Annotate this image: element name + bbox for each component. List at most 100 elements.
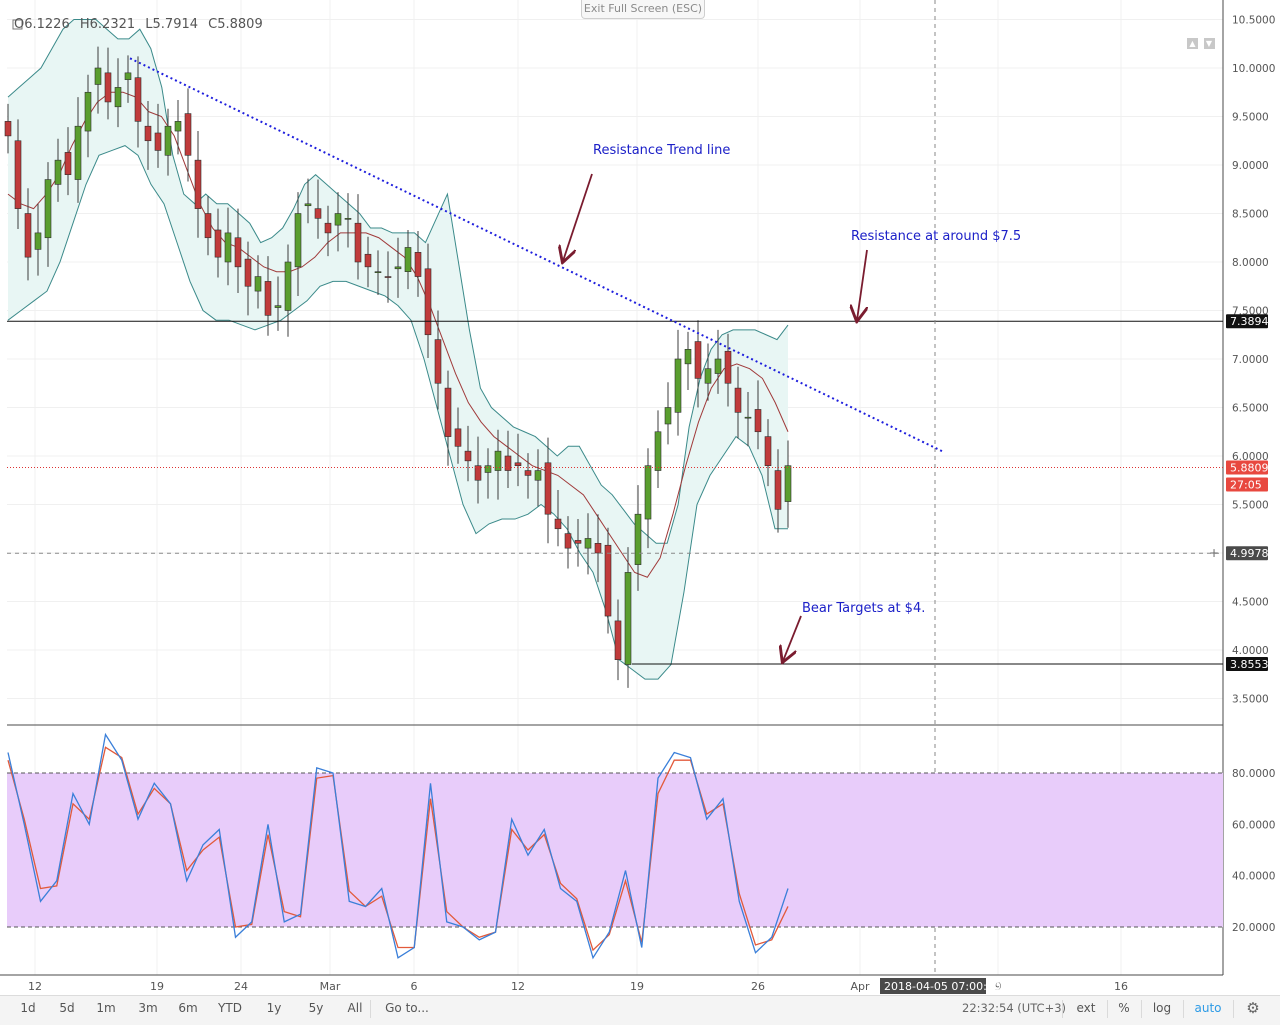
time-tick-label: Apr bbox=[850, 980, 870, 993]
candlestick-series bbox=[4, 46, 792, 688]
legend-settings-icon bbox=[12, 19, 23, 30]
candle-body bbox=[294, 213, 302, 268]
candle-body bbox=[674, 358, 682, 413]
time-tick-label: 12 bbox=[511, 980, 525, 993]
arrow-resistance bbox=[857, 249, 867, 320]
candle-body bbox=[654, 431, 662, 471]
price-tick-label: 8.0000 bbox=[1232, 257, 1269, 269]
candle-body bbox=[304, 203, 312, 207]
candle-body bbox=[754, 409, 762, 433]
candle-body bbox=[214, 229, 222, 258]
candle-body bbox=[204, 213, 212, 239]
time-tick-label: 12 bbox=[28, 980, 42, 993]
candle-body bbox=[484, 465, 492, 473]
bottom-toolbar: 1d 5d 1m 3m 6m YTD 1y 5y All Go to... 22:32:54 (… bbox=[0, 995, 1280, 1025]
candle-body bbox=[644, 465, 652, 520]
candle-body bbox=[574, 540, 582, 544]
range-button-5d[interactable]: 5d bbox=[59, 1001, 75, 1015]
candle-body bbox=[334, 213, 342, 226]
price-tick-label: 10.0000 bbox=[1232, 63, 1275, 75]
time-tick-label: 19 bbox=[150, 980, 164, 993]
candle-body bbox=[354, 222, 362, 263]
countdown-label-box bbox=[1226, 477, 1268, 492]
support-price-label: 3.8553 bbox=[1230, 658, 1269, 671]
candle-body bbox=[134, 77, 142, 122]
ohlc-close: C5.8809 bbox=[208, 17, 263, 32]
range-button-1y[interactable]: 1y bbox=[266, 1001, 282, 1015]
candle-body bbox=[624, 572, 632, 665]
range-button-3m[interactable]: 3m bbox=[138, 1001, 158, 1015]
candle-body bbox=[164, 125, 172, 156]
candle-body bbox=[14, 140, 22, 209]
price-tick-label: 4.5000 bbox=[1232, 597, 1269, 609]
bollinger-upper bbox=[7, 19, 789, 544]
candle-body bbox=[444, 387, 452, 437]
clock: 22:32:54 (UTC+3) bbox=[962, 1001, 1067, 1015]
candle-body bbox=[274, 305, 282, 308]
range-button-ytd[interactable]: YTD bbox=[218, 1001, 242, 1015]
candle-body bbox=[404, 247, 412, 272]
up-arrow-icon[interactable]: ▲ bbox=[1187, 38, 1198, 49]
candle-body bbox=[614, 620, 622, 661]
bollinger-lower bbox=[7, 145, 788, 680]
range-button-6m[interactable]: 6m bbox=[178, 1001, 198, 1015]
candle-body bbox=[254, 276, 262, 292]
candle-body bbox=[384, 276, 392, 278]
gear-icon[interactable]: ⚙ bbox=[1246, 999, 1260, 1017]
candle-body bbox=[124, 72, 132, 80]
last-price-label: 5.8809 bbox=[1230, 462, 1269, 475]
ohlc-legend: O6.1226 H6.2321 L5.7914 C5.8809 bbox=[14, 17, 269, 32]
candle-body bbox=[94, 67, 102, 85]
stoch-tick-label: 40.0000 bbox=[1232, 871, 1275, 883]
range-button-1d[interactable]: 1d bbox=[20, 1001, 36, 1015]
annotation-bear: Bear Targets at $4. bbox=[802, 601, 925, 616]
candle-body bbox=[4, 121, 12, 137]
price-tick-label: 5.5000 bbox=[1232, 500, 1269, 512]
candle-body bbox=[114, 87, 122, 108]
time-tick-label: 26 bbox=[751, 980, 765, 993]
stochastic-pane bbox=[7, 732, 1223, 960]
resistance-price-label-box bbox=[1226, 314, 1268, 329]
candle-body bbox=[234, 237, 242, 268]
range-button-5y[interactable]: 5y bbox=[308, 1001, 324, 1015]
candle-body bbox=[524, 470, 532, 476]
plus-icon: + bbox=[1209, 546, 1219, 560]
log-toggle[interactable]: log bbox=[1152, 1001, 1172, 1015]
time-tick-label: 24 bbox=[234, 980, 248, 993]
goto-button[interactable]: Go to... bbox=[385, 1001, 429, 1015]
candle-body bbox=[344, 218, 352, 220]
time-tick-label: 9 bbox=[995, 980, 1002, 993]
candle-body bbox=[454, 428, 462, 447]
range-button-1m[interactable]: 1m bbox=[96, 1001, 116, 1015]
annotation-resistance: Resistance at around $7.5 bbox=[851, 229, 1021, 244]
arrow-trend bbox=[563, 173, 593, 261]
stoch-band bbox=[7, 773, 1223, 927]
candle-body bbox=[144, 125, 152, 142]
range-button-all[interactable]: All bbox=[347, 1001, 363, 1015]
auto-toggle[interactable]: auto bbox=[1194, 1001, 1222, 1015]
time-tick-label: Mar bbox=[320, 980, 341, 993]
candle-body bbox=[704, 368, 712, 384]
stoch-d-line bbox=[7, 746, 789, 952]
crosshair-price-label: 4.9978 bbox=[1230, 547, 1269, 560]
bollinger-fill bbox=[8, 19, 788, 680]
down-arrow-icon[interactable]: ▼ bbox=[1203, 38, 1215, 49]
arrow-bear bbox=[783, 615, 802, 661]
candle-body bbox=[554, 518, 562, 530]
crosshair-date-label: 2018-04-05 07:00:00 bbox=[884, 980, 1001, 993]
ohlc-low: L5.7914 bbox=[145, 17, 199, 32]
ext-toggle[interactable]: ext bbox=[1076, 1001, 1096, 1015]
candle-body bbox=[194, 159, 202, 209]
percent-toggle[interactable]: % bbox=[1118, 1001, 1130, 1015]
candle-body bbox=[494, 450, 502, 471]
exit-fullscreen-button[interactable]: Exit Full Screen (ESC) bbox=[581, 0, 705, 19]
last-price-label-box bbox=[1226, 460, 1268, 475]
candle-body bbox=[564, 533, 572, 549]
candle-body bbox=[514, 462, 522, 467]
candle-body bbox=[154, 132, 162, 151]
candle-body bbox=[174, 121, 182, 132]
candle-body bbox=[634, 513, 642, 565]
candle-body bbox=[104, 72, 112, 103]
